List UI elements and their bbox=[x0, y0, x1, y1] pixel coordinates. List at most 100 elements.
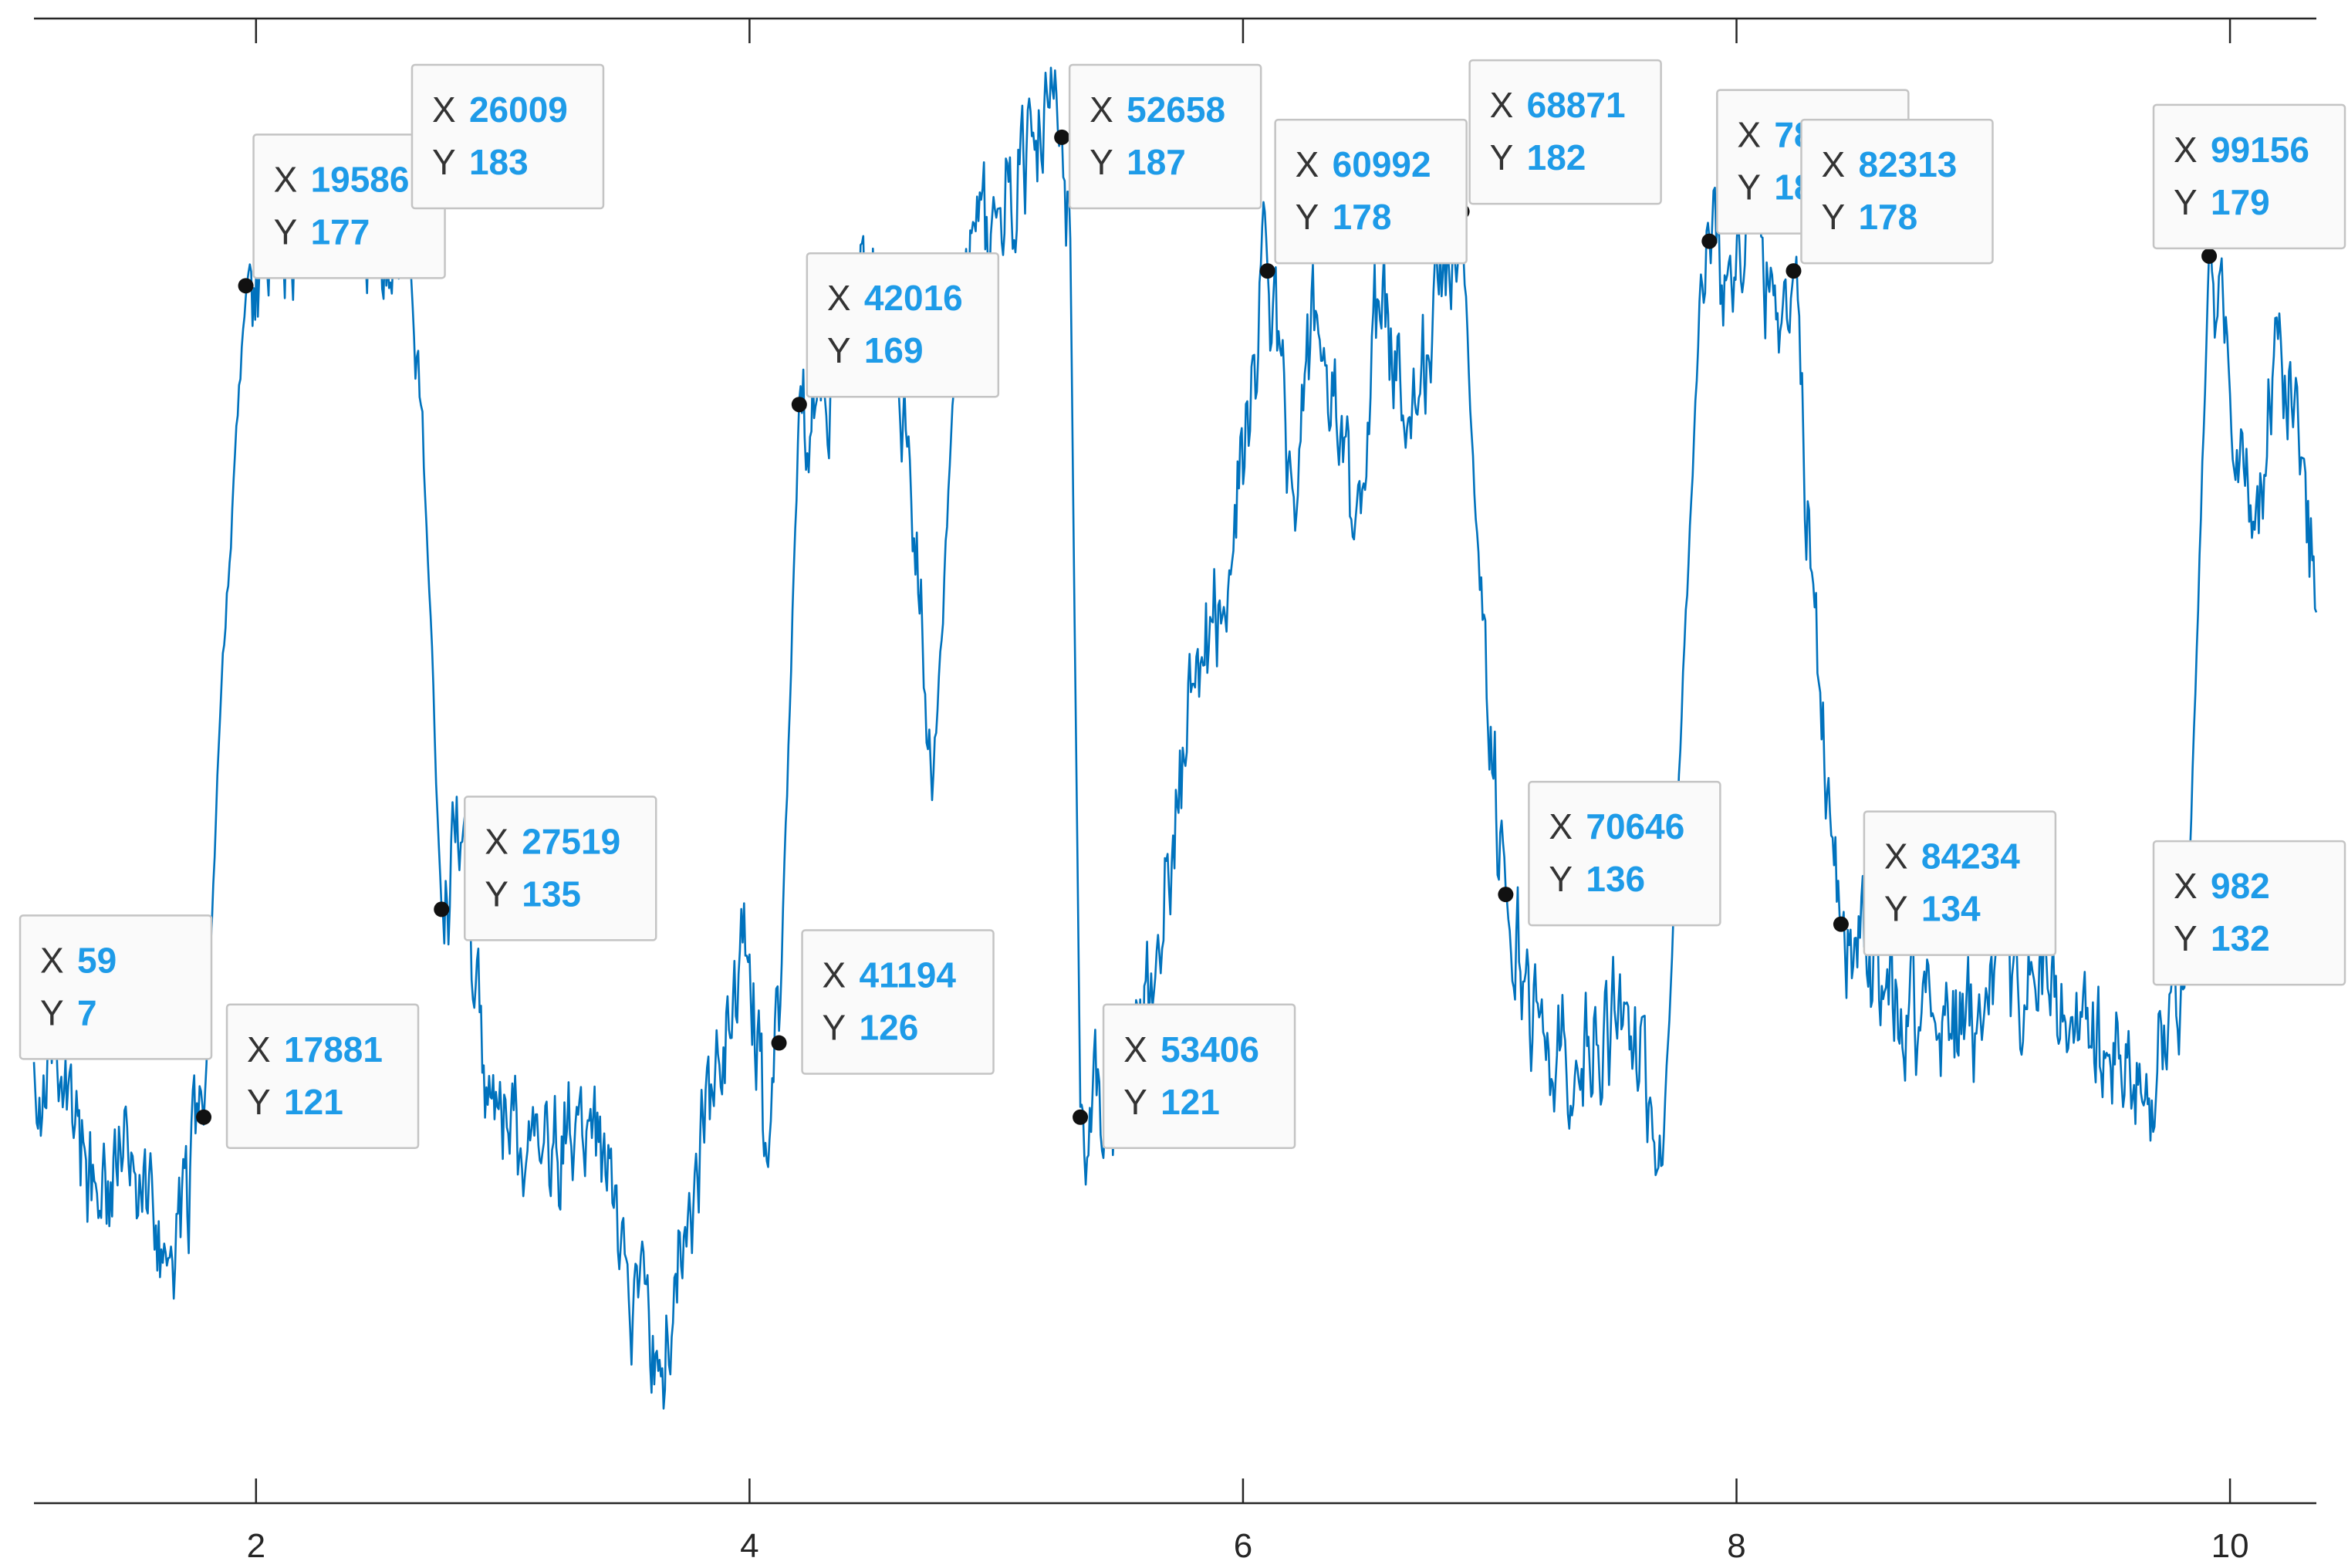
datatip[interactable]: X 982 Y 132 bbox=[2152, 840, 2346, 986]
datatip-box bbox=[801, 929, 995, 1075]
datatip-y-letter: Y bbox=[1549, 859, 1573, 899]
datatip-marker[interactable] bbox=[196, 1109, 212, 1125]
datatip-y-letter: Y bbox=[432, 142, 456, 182]
datatip-box bbox=[410, 63, 605, 210]
datatip[interactable]: X 68871 Y 182 bbox=[1468, 59, 1662, 205]
datatip-x-value: 982 bbox=[2211, 866, 2270, 906]
datatip-y-letter: Y bbox=[485, 874, 508, 914]
datatip-x-letter: X bbox=[827, 278, 851, 318]
datatip-x-value: 53406 bbox=[1160, 1029, 1259, 1070]
datatip-marker[interactable] bbox=[2201, 248, 2218, 264]
datatip-x-value: 82313 bbox=[1858, 144, 1957, 184]
datatip-x-value: 84234 bbox=[1921, 836, 2020, 877]
datatip[interactable]: X 53406 Y 121 bbox=[1102, 1003, 1296, 1150]
datatip-x-letter: X bbox=[274, 159, 298, 199]
datatip-x-letter: X bbox=[485, 821, 508, 861]
datatip-x-value: 99156 bbox=[2211, 130, 2309, 170]
datatip-y-value: 178 bbox=[1333, 197, 1392, 237]
datatip-y-value: 121 bbox=[1160, 1082, 1220, 1122]
datatips[interactable]: X 19586 Y 177 X 26009 Y 183 X 27519 Y 135 X 17881 Y 121… bbox=[19, 59, 2346, 1150]
datatip-y-letter: Y bbox=[1090, 142, 1113, 182]
datatip-box bbox=[806, 252, 1000, 398]
datatip[interactable]: X 26009 Y 183 bbox=[410, 63, 605, 210]
datatip-marker[interactable] bbox=[1054, 129, 1070, 145]
datatip[interactable]: X 17881 Y 121 bbox=[225, 1003, 420, 1150]
datatip-x-letter: X bbox=[823, 955, 846, 995]
datatip-x-value: 41194 bbox=[860, 955, 957, 995]
datatip-x-letter: X bbox=[247, 1029, 271, 1070]
datatip-y-value: 134 bbox=[1921, 889, 1981, 929]
datatip-marker[interactable] bbox=[434, 901, 450, 917]
datatip[interactable]: X 82313 Y 178 bbox=[1800, 118, 1994, 265]
datatip-y-value: 182 bbox=[1527, 137, 1586, 177]
datatip-x-value: 17881 bbox=[284, 1029, 383, 1070]
datatip-box bbox=[2152, 840, 2346, 986]
datatip-box bbox=[464, 796, 657, 941]
datatip-y-value: 132 bbox=[2211, 918, 2270, 958]
datatip-x-letter: X bbox=[1737, 115, 1761, 155]
datatip-y-value: 187 bbox=[1127, 142, 1186, 182]
datatip-marker[interactable] bbox=[1833, 916, 1849, 932]
datatip-y-letter: Y bbox=[2174, 918, 2198, 958]
datatip-y-value: 169 bbox=[864, 330, 924, 370]
datatip-x-value: 26009 bbox=[469, 90, 568, 130]
datatip-marker[interactable] bbox=[1701, 233, 1718, 249]
datatip-marker[interactable] bbox=[1073, 1109, 1089, 1125]
datatip[interactable]: X 19586 Y 177 bbox=[252, 133, 446, 279]
axes: 2 4 6 8 10 bbox=[34, 17, 2316, 1565]
datatip-y-letter: Y bbox=[2174, 182, 2198, 222]
datatip-y-letter: Y bbox=[823, 1008, 846, 1048]
datatip-y-value: 183 bbox=[469, 142, 529, 182]
datatip-y-letter: Y bbox=[40, 992, 64, 1032]
x-tick-label: 2 bbox=[247, 1527, 265, 1565]
datatip-y-letter: Y bbox=[827, 330, 851, 370]
datatip-x-letter: X bbox=[1123, 1029, 1147, 1070]
datatip-box bbox=[1528, 780, 1721, 927]
datatip-marker[interactable] bbox=[1498, 887, 1514, 903]
datatip-y-letter: Y bbox=[1123, 1082, 1147, 1122]
datatip-x-value: 27519 bbox=[522, 821, 620, 861]
datatip-y-value: 177 bbox=[311, 211, 370, 252]
datatip[interactable]: X 27519 Y 135 bbox=[464, 796, 657, 941]
datatip-y-letter: Y bbox=[1490, 137, 1514, 177]
datatip-y-letter: Y bbox=[1737, 167, 1761, 208]
datatip-y-value: 7 bbox=[77, 992, 97, 1032]
datatip-y-letter: Y bbox=[1296, 197, 1319, 237]
datatip-y-letter: Y bbox=[1884, 889, 1908, 929]
datatip-marker[interactable] bbox=[238, 278, 254, 294]
datatip-x-letter: X bbox=[40, 940, 64, 980]
datatip-y-letter: Y bbox=[247, 1082, 271, 1122]
datatip-x-value: 19586 bbox=[311, 159, 410, 199]
datatip-box bbox=[19, 914, 213, 1060]
datatip-x-value: 70646 bbox=[1586, 806, 1684, 847]
datatip-marker[interactable] bbox=[771, 1035, 787, 1051]
datatip-x-letter: X bbox=[1549, 806, 1573, 847]
datatip-box bbox=[2152, 103, 2346, 250]
datatip[interactable]: X 60992 Y 178 bbox=[1274, 118, 1468, 265]
datatip-box bbox=[1468, 59, 1662, 205]
datatip[interactable]: X 42016 Y 169 bbox=[806, 252, 1000, 398]
datatip-x-value: 59 bbox=[77, 940, 117, 980]
datatip-x-letter: X bbox=[2174, 130, 2198, 170]
datatip[interactable]: X 59 Y 7 bbox=[19, 914, 213, 1060]
datatip-box bbox=[1863, 810, 2057, 956]
datatip-y-value: 136 bbox=[1586, 859, 1645, 899]
datatip-box bbox=[1274, 118, 1468, 265]
datatip[interactable]: X 41194 Y 126 bbox=[801, 929, 995, 1075]
datatip-y-value: 126 bbox=[860, 1008, 919, 1048]
datatip-x-letter: X bbox=[2174, 866, 2198, 906]
datatip-y-letter: Y bbox=[1821, 197, 1845, 237]
datatip-marker[interactable] bbox=[1785, 263, 1802, 279]
x-tick-label: 8 bbox=[1727, 1527, 1745, 1565]
datatip-y-value: 121 bbox=[284, 1082, 343, 1122]
datatip-marker[interactable] bbox=[791, 397, 807, 413]
datatip-x-letter: X bbox=[432, 90, 456, 130]
datatip[interactable]: X 84234 Y 134 bbox=[1863, 810, 2057, 956]
datatip[interactable]: X 70646 Y 136 bbox=[1528, 780, 1721, 927]
datatip-marker[interactable] bbox=[1259, 263, 1275, 279]
datatip[interactable]: X 52658 Y 187 bbox=[1068, 63, 1262, 210]
datatip[interactable]: X 99156 Y 179 bbox=[2152, 103, 2346, 250]
datatip-y-value: 178 bbox=[1858, 197, 1917, 237]
series-layer bbox=[32, 66, 2318, 1410]
